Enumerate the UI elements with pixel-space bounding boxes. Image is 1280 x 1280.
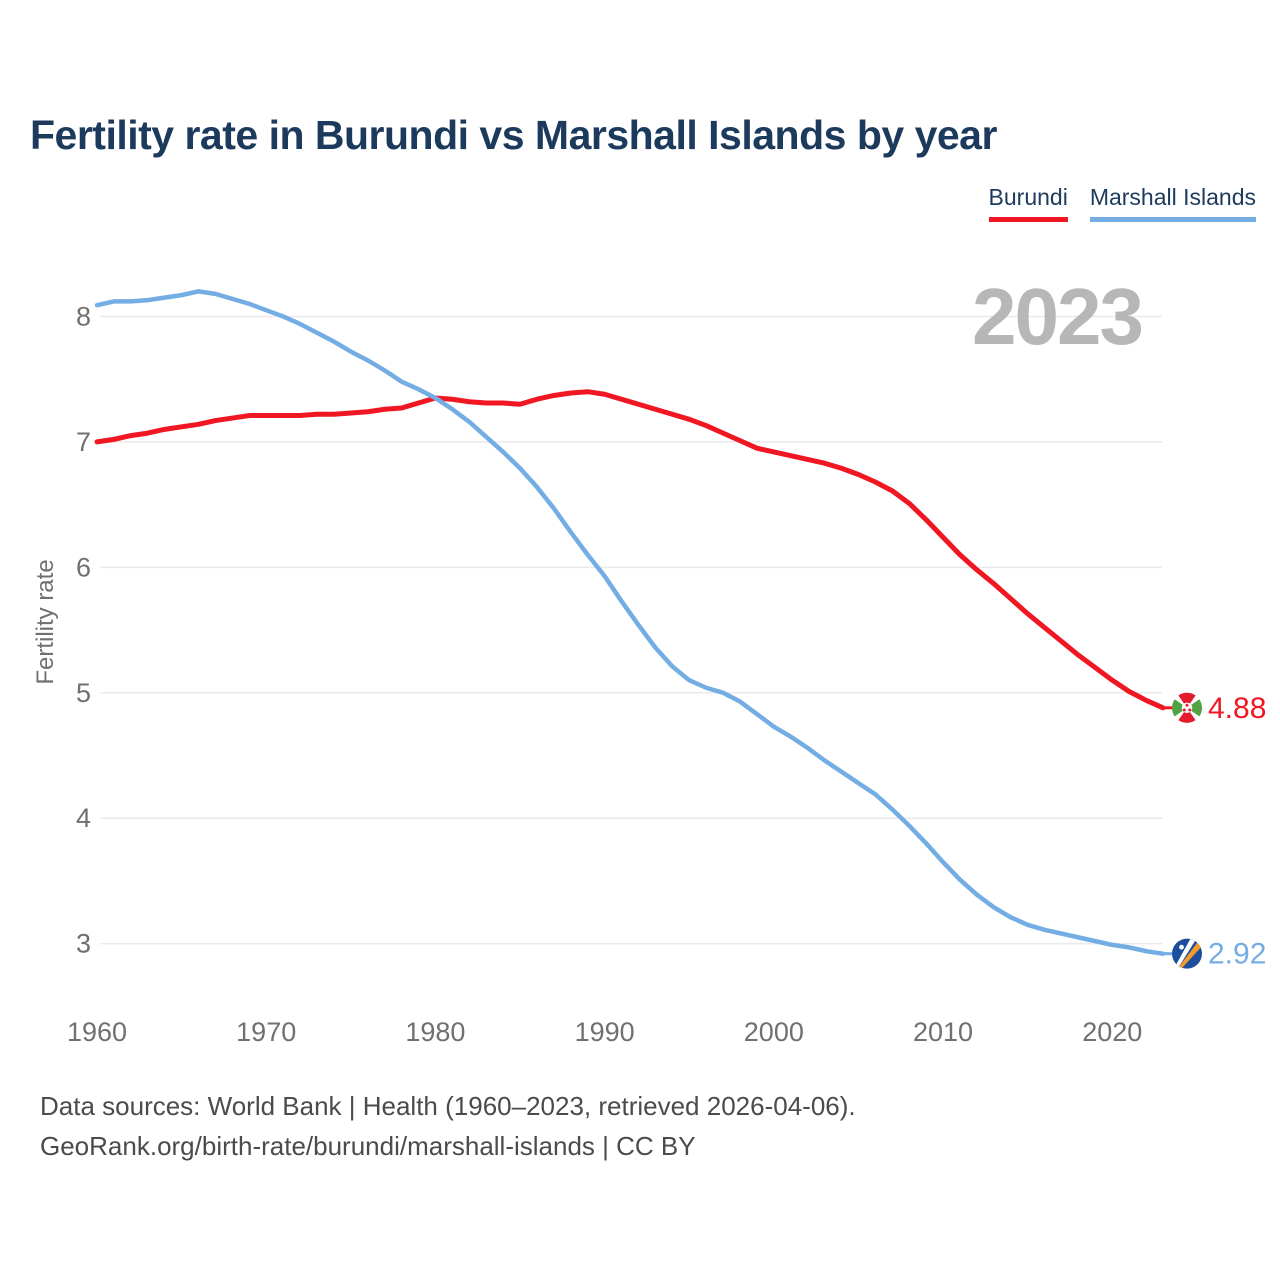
y-tick-label-4: 4 <box>76 803 91 833</box>
footer-attribution-line: GeoRank.org/birth-rate/burundi/marshall-… <box>40 1131 696 1161</box>
series-line-burundi[interactable] <box>94 389 1166 711</box>
page-title: Fertility rate in Burundi vs Marshall Is… <box>30 112 997 158</box>
series-end-value-burundi: 4.88 <box>1208 692 1266 725</box>
y-tick-label-5: 5 <box>76 678 91 708</box>
series-line-marshall-islands[interactable] <box>94 289 1166 956</box>
chart-legend: Burundi Marshall Islands <box>988 184 1256 222</box>
footer-source-line: Data sources: World Bank | Health (1960–… <box>40 1091 856 1121</box>
legend-item-burundi[interactable]: Burundi <box>988 184 1068 222</box>
x-tick-label-1970: 1970 <box>236 1017 296 1047</box>
y-tick-label-7: 7 <box>76 427 91 457</box>
axis-labels-layer: 3 4 5 6 7 8 1960 1970 1980 1990 2000 2010 2020 <box>67 301 1142 1047</box>
legend-label-marshall-islands: Marshall Islands <box>1089 184 1256 210</box>
gridlines-layer <box>100 315 1162 945</box>
series-end-flag-burundi <box>1171 692 1203 723</box>
series-end-flag-marshall-islands <box>1172 938 1202 970</box>
year-watermark: 2023 <box>972 272 1142 361</box>
watermark-layer: 2023 <box>972 272 1144 361</box>
legend-item-marshall-islands[interactable]: Marshall Islands <box>1089 184 1256 222</box>
y-tick-label-6: 6 <box>76 552 91 582</box>
y-tick-label-8: 8 <box>76 301 91 331</box>
series-end-value-marshall-islands: 2.92 <box>1208 938 1266 971</box>
y-axis-title: Fertility rate <box>32 559 59 685</box>
x-tick-label-2010: 2010 <box>913 1017 973 1047</box>
series-layer: 4.88 2.92 <box>94 289 1266 971</box>
legend-label-burundi: Burundi <box>988 184 1068 210</box>
chart-footer: Data sources: World Bank | Health (1960–… <box>40 1086 856 1166</box>
x-tick-label-2000: 2000 <box>744 1017 804 1047</box>
x-tick-label-1980: 1980 <box>405 1017 465 1047</box>
x-tick-label-2020: 2020 <box>1082 1017 1142 1047</box>
x-tick-label-1960: 1960 <box>67 1017 127 1047</box>
x-tick-label-1990: 1990 <box>575 1017 635 1047</box>
y-tick-label-3: 3 <box>76 929 91 959</box>
